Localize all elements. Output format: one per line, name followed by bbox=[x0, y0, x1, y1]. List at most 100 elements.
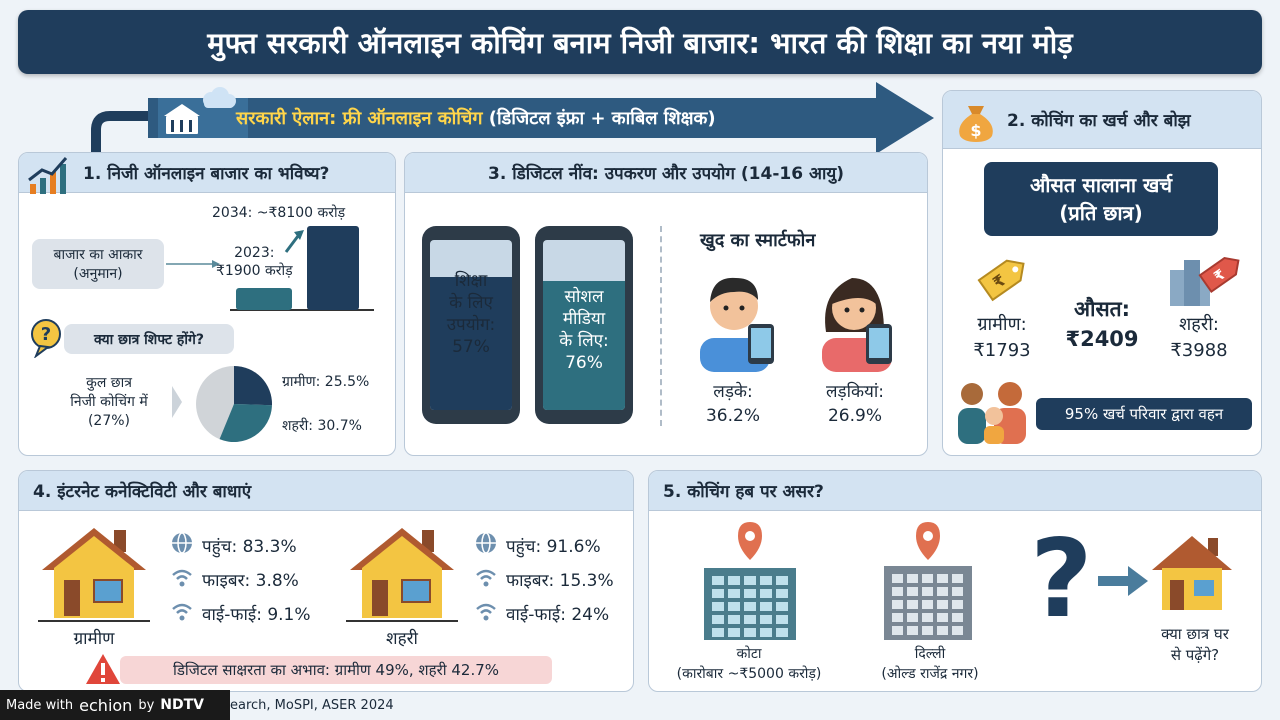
window bbox=[728, 602, 740, 611]
window bbox=[728, 628, 740, 637]
svg-text:$: $ bbox=[970, 121, 981, 140]
urban-label: शहरी bbox=[346, 620, 458, 649]
money-bag-icon: $ bbox=[959, 106, 993, 142]
window bbox=[728, 589, 740, 598]
total-students-label: कुल छात्र निजी कोचिंग में (27%) bbox=[70, 375, 148, 429]
wifi-icon bbox=[474, 599, 498, 628]
window bbox=[744, 602, 756, 611]
home-icon bbox=[1152, 536, 1232, 610]
window bbox=[712, 589, 724, 598]
bar-2023-label: 2023: ₹1900 करोड़ bbox=[216, 245, 293, 279]
window bbox=[712, 602, 724, 611]
study-home-question: क्या छात्र घर से पढ़ेंगे? bbox=[1161, 625, 1229, 664]
window bbox=[907, 574, 918, 583]
student-pie-chart bbox=[172, 366, 272, 442]
window bbox=[712, 615, 724, 624]
rural-access: पहुंच: 83.3% bbox=[202, 536, 297, 557]
window bbox=[728, 615, 740, 624]
section-3-title: 3. डिजिटल नींव: उपकरण और उपयोग (14-16 आय… bbox=[405, 153, 927, 193]
window bbox=[922, 574, 933, 583]
window bbox=[760, 589, 772, 598]
window bbox=[776, 589, 788, 598]
family-icon bbox=[958, 382, 1026, 444]
footer-by: by bbox=[138, 697, 155, 713]
svg-text:?: ? bbox=[41, 324, 51, 345]
source-text: earch, MoSPI, ASER 2024 bbox=[230, 698, 394, 713]
market-bar-chart bbox=[166, 226, 374, 311]
window bbox=[744, 589, 756, 598]
window bbox=[952, 626, 963, 635]
average-cost: औसत: ₹2409 bbox=[1065, 297, 1139, 351]
window bbox=[776, 602, 788, 611]
delhi-label: दिल्ली (ओल्ड राजेंद्र नगर) bbox=[881, 646, 979, 682]
window bbox=[907, 613, 918, 622]
pie-slice-rural bbox=[234, 366, 272, 406]
own-smartphone-label: खुद का स्मार्टफोन bbox=[700, 230, 816, 251]
section-2-title: 2. कोचिंग का खर्च और बोझ bbox=[943, 91, 1261, 149]
window bbox=[776, 576, 788, 585]
window bbox=[892, 613, 903, 622]
warning-icon bbox=[86, 654, 120, 684]
announcement-arrow bbox=[91, 82, 934, 156]
shift-question: क्या छात्र शिफ्ट होंगे? bbox=[64, 324, 234, 354]
section-4-title: 4. इंटरनेट कनेक्टिविटी और बाधाएं bbox=[19, 471, 633, 511]
rural-label: ग्रामीण bbox=[38, 620, 150, 649]
section-private-market: 1. निजी ऑनलाइन बाजार का भविष्य? bbox=[18, 152, 396, 456]
window bbox=[760, 576, 772, 585]
family-burden: 95% खर्च परिवार द्वारा वहन bbox=[1036, 398, 1252, 430]
market-size-label: बाजार का आकार (अनुमान) bbox=[32, 239, 164, 289]
average-cost-box: औसत सालाना खर्च (प्रति छात्र) bbox=[984, 162, 1218, 236]
urban-stats: पहुंच: 91.6% फाइबर: 15.3% वाई-फाई: 24% bbox=[474, 528, 614, 630]
wifi-icon bbox=[170, 599, 194, 628]
boys-stat: लड़के: 36.2% bbox=[705, 382, 760, 426]
window bbox=[937, 574, 948, 583]
rural-wifi: वाई-फाई: 9.1% bbox=[202, 604, 311, 625]
digital-literacy-warning: डिजिटल साक्षरता का अभाव: ग्रामीण 49%, शह… bbox=[120, 656, 552, 684]
urban-cost: शहरी: ₹3988 bbox=[1170, 314, 1228, 361]
girls-stat: लड़कियां: 26.9% bbox=[825, 382, 885, 426]
window bbox=[937, 587, 948, 596]
footer-badge: Made with echion by NDTV bbox=[0, 690, 230, 720]
urban-access: पहुंच: 91.6% bbox=[506, 536, 601, 557]
city-tag-icon: ₹ bbox=[1170, 257, 1240, 306]
window bbox=[760, 602, 772, 611]
bar-2034-label: 2034: ~₹8100 करोड़ bbox=[212, 205, 346, 221]
window bbox=[728, 576, 740, 585]
window bbox=[922, 600, 933, 609]
window bbox=[922, 626, 933, 635]
window bbox=[952, 600, 963, 609]
window bbox=[922, 587, 933, 596]
window bbox=[760, 628, 772, 637]
education-usage: शिक्षा के लिए उपयोग: 57% bbox=[446, 271, 496, 357]
boy-icon bbox=[700, 277, 774, 372]
window bbox=[712, 628, 724, 637]
section-1-title: 1. निजी ऑनलाइन बाजार का भविष्य? bbox=[19, 153, 395, 193]
wifi-icon bbox=[170, 565, 194, 594]
bar-2034 bbox=[307, 226, 359, 310]
window bbox=[744, 615, 756, 624]
window bbox=[907, 626, 918, 635]
kota-label: कोटा (कारोबार ~₹5000 करोड़) bbox=[676, 646, 822, 682]
section-5-title: 5. कोचिंग हब पर असर? bbox=[649, 471, 1261, 511]
urban-share: शहरी: 30.7% bbox=[282, 418, 362, 434]
window bbox=[892, 626, 903, 635]
phone-social: सोशल मीडिया के लिए: 76% bbox=[535, 226, 633, 424]
announcement-text: सरकारी ऐलान: फ्री ऑनलाइन कोचिंग (डिजिटल … bbox=[236, 108, 716, 129]
window bbox=[937, 613, 948, 622]
rural-cost: ग्रामीण: ₹1793 bbox=[973, 314, 1031, 361]
delhi-building-icon bbox=[884, 522, 972, 640]
page-title: मुफ्त सरकारी ऑनलाइन कोचिंग बनाम निजी बाज… bbox=[18, 10, 1262, 74]
kota-building-icon bbox=[704, 522, 796, 640]
urban-house-icon bbox=[350, 528, 454, 618]
window bbox=[892, 574, 903, 583]
window bbox=[937, 600, 948, 609]
phone-education: शिक्षा के लिए उपयोग: 57% bbox=[422, 226, 520, 424]
window bbox=[952, 613, 963, 622]
question-mark-icon: ? bbox=[1030, 517, 1093, 642]
footer-made: Made with bbox=[6, 697, 74, 713]
price-tag-icon: ₹ bbox=[977, 259, 1025, 302]
arrow-right-icon bbox=[1098, 566, 1148, 596]
window bbox=[744, 628, 756, 637]
social-usage: सोशल मीडिया के लिए: 76% bbox=[559, 287, 609, 373]
divider bbox=[660, 226, 662, 426]
